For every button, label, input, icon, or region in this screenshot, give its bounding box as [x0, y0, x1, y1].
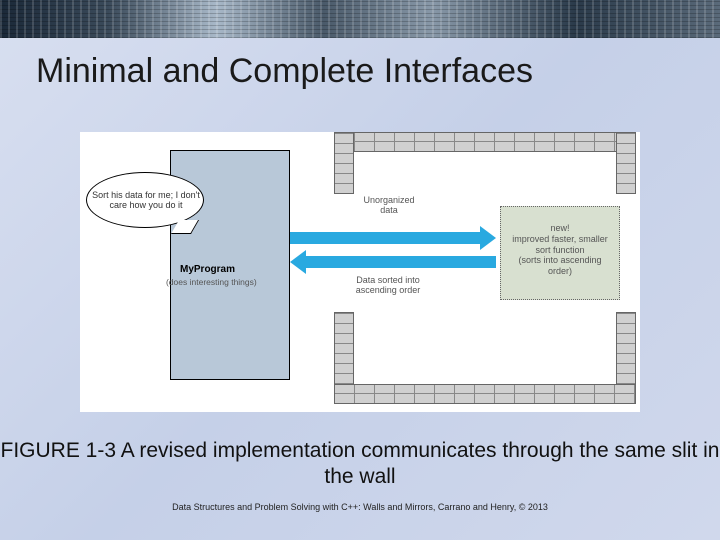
- label-unorganized: Unorganized data: [354, 196, 424, 216]
- program-label: MyProgram: [180, 264, 235, 275]
- arrow-from-sort: [306, 256, 496, 268]
- figure-diagram: Sort his data for me; I don't care how y…: [80, 132, 640, 412]
- sort-line1: new!: [507, 223, 613, 234]
- sort-line2: improved faster, smaller: [507, 234, 613, 245]
- speech-text: Sort his data for me; I don't care how y…: [92, 190, 200, 211]
- label-sorted: Data sorted into ascending order: [350, 276, 426, 296]
- wall-bottom: [334, 384, 636, 404]
- header-banner: [0, 0, 720, 38]
- sort-function-box: new! improved faster, smaller sort funct…: [500, 206, 620, 300]
- wall-left-upper: [334, 132, 354, 194]
- slide-title: Minimal and Complete Interfaces: [0, 38, 720, 91]
- program-sublabel: (does interesting things): [166, 277, 257, 287]
- sort-line3: sort function: [507, 245, 613, 256]
- credit-line: Data Structures and Problem Solving with…: [0, 502, 720, 512]
- arrow-to-sort: [290, 232, 480, 244]
- sort-line4: (sorts into ascending order): [507, 255, 613, 277]
- figure-caption: FIGURE 1-3 A revised implementation comm…: [0, 438, 720, 491]
- wall-top: [334, 132, 636, 152]
- wall-right-upper: [616, 132, 636, 194]
